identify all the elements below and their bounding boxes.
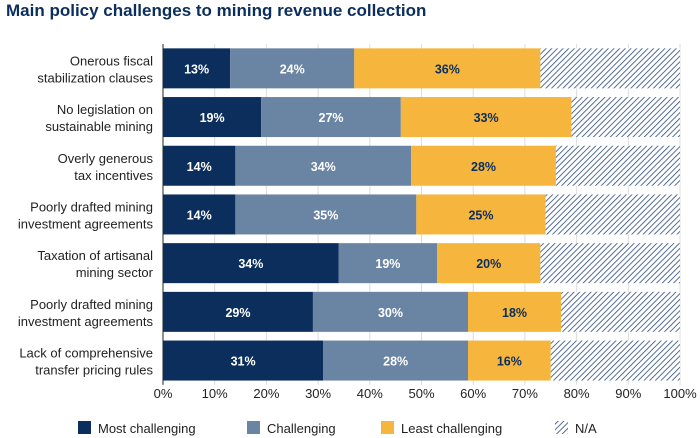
bar-segment-challenging <box>261 97 401 138</box>
data-label: 24% <box>280 62 305 76</box>
data-label: 13% <box>184 62 209 76</box>
category-label: Onerous fiscal <box>70 53 153 68</box>
bar-segment-n-a <box>545 194 680 235</box>
data-label: 18% <box>502 306 527 320</box>
category-label: stabilization clauses <box>37 70 153 85</box>
category-label: mining sector <box>76 265 154 280</box>
data-label: 27% <box>319 111 344 125</box>
bar-segment-most-challenging <box>163 48 231 89</box>
data-label: 14% <box>187 160 212 174</box>
legend-label: Challenging <box>267 421 336 436</box>
bar-segment-most-challenging <box>163 97 262 138</box>
x-tick-label: 0% <box>154 386 173 401</box>
legend-swatch <box>381 421 394 434</box>
bar-segment-most-challenging <box>163 194 236 235</box>
category-label: investment agreements <box>18 314 154 329</box>
category-label: No legislation on <box>57 102 153 117</box>
category-label: Poorly drafted mining <box>30 199 153 214</box>
bar-segment-challenging <box>338 243 438 284</box>
data-label: 25% <box>468 208 493 222</box>
category-label: tax incentives <box>74 168 153 183</box>
x-tick-label: 100% <box>663 386 697 401</box>
x-tick-label: 60% <box>460 386 486 401</box>
bar-segment-least-challenging <box>354 48 541 89</box>
category-label: transfer pricing rules <box>35 363 153 378</box>
bar-segment-least-challenging <box>400 97 572 138</box>
data-label: 36% <box>435 62 460 76</box>
bar-segment-n-a <box>540 243 680 284</box>
bar-segment-most-challenging <box>163 291 313 332</box>
x-tick-label: 90% <box>615 386 641 401</box>
bar-segment-challenging <box>235 194 417 235</box>
bar-segment-n-a <box>540 48 680 89</box>
data-label: 14% <box>187 208 212 222</box>
x-tick-label: 80% <box>564 386 590 401</box>
legend-swatch <box>555 421 568 434</box>
legend-swatch <box>78 421 91 434</box>
category-label: Poorly drafted mining <box>30 297 153 312</box>
data-label: 19% <box>200 111 225 125</box>
data-label: 28% <box>471 160 496 174</box>
category-label: Taxation of artisanal <box>37 248 153 263</box>
x-tick-label: 20% <box>253 386 279 401</box>
bar-segment-least-challenging <box>468 291 562 332</box>
category-label: investment agreements <box>18 216 154 231</box>
bar-segment-least-challenging <box>468 340 551 381</box>
data-label: 34% <box>238 257 263 271</box>
data-label: 30% <box>378 306 403 320</box>
category-label: Overly generous <box>58 151 154 166</box>
x-tick-label: 70% <box>512 386 538 401</box>
data-label: 28% <box>383 355 408 369</box>
x-tick-label: 30% <box>305 386 331 401</box>
legend-label: Least challenging <box>401 421 502 436</box>
x-tick-label: 10% <box>202 386 228 401</box>
category-label: Lack of comprehensive <box>19 346 153 361</box>
legend-swatch <box>247 421 260 434</box>
data-label: 33% <box>474 111 499 125</box>
chart-title: Main policy challenges to mining revenue… <box>6 1 427 20</box>
x-tick-label: 40% <box>357 386 383 401</box>
bar-segment-most-challenging <box>163 340 324 381</box>
bar-segment-challenging <box>323 340 469 381</box>
bar-segment-challenging <box>312 291 469 332</box>
bar-segment-n-a <box>561 291 680 332</box>
data-label: 20% <box>476 257 501 271</box>
bar-segment-n-a <box>550 340 680 381</box>
bar-segment-n-a <box>555 145 680 186</box>
data-label: 16% <box>497 355 522 369</box>
bar-segment-most-challenging <box>163 145 236 186</box>
data-label: 29% <box>225 306 250 320</box>
data-label: 31% <box>231 355 256 369</box>
bar-segment-least-challenging <box>416 194 546 235</box>
legend-label: Most challenging <box>98 421 196 436</box>
bar-segment-least-challenging <box>411 145 556 186</box>
bar-segment-most-challenging <box>163 243 339 284</box>
data-label: 19% <box>375 257 400 271</box>
bar-segment-least-challenging <box>437 243 541 284</box>
bar-segment-n-a <box>571 97 680 138</box>
data-label: 34% <box>311 160 336 174</box>
bar-segment-challenging <box>230 48 355 89</box>
data-label: 35% <box>313 208 338 222</box>
bar-segment-challenging <box>235 145 412 186</box>
x-tick-label: 50% <box>408 386 434 401</box>
legend-label: N/A <box>575 421 597 436</box>
category-label: sustainable mining <box>45 119 153 134</box>
